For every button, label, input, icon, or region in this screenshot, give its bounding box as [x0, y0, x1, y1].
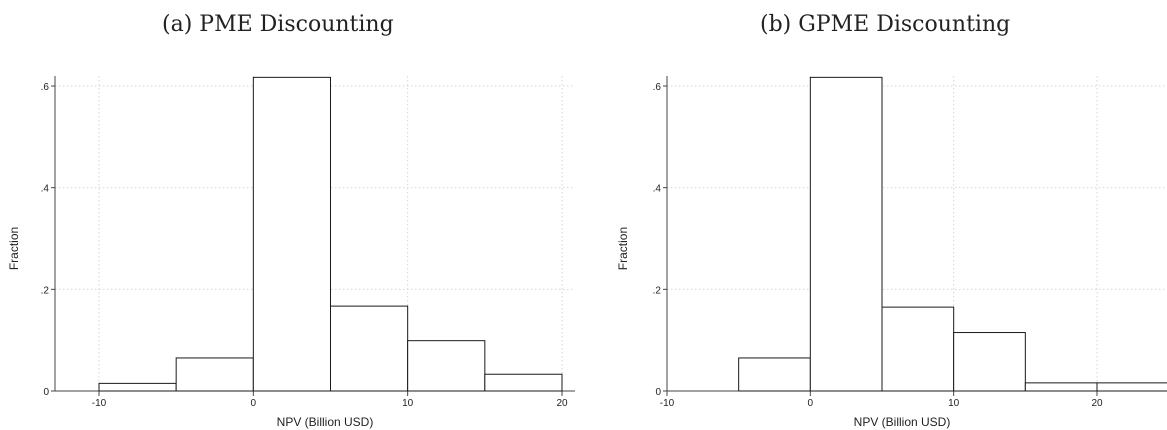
histogram-bar — [953, 332, 1026, 392]
x-tick-label: 10 — [948, 398, 960, 409]
chart-b-title: (b) GPME Discounting — [760, 12, 1011, 37]
histogram-bar — [881, 306, 955, 392]
x-tick-label: -10 — [92, 398, 107, 409]
x-axis-label: NPV (Billion USD) — [854, 415, 951, 429]
y-tick-label: .2 — [41, 285, 50, 296]
chart-a-title: (a) PME Discounting — [162, 12, 394, 37]
histogram-bar — [484, 373, 563, 392]
histogram-bar — [738, 357, 811, 392]
x-axis-label: NPV (Billion USD) — [277, 415, 374, 429]
y-tick-label: .2 — [653, 285, 662, 296]
x-tick-label: 0 — [251, 398, 257, 409]
histogram-bar — [1024, 382, 1098, 392]
y-tick-label: .4 — [41, 184, 50, 195]
y-tick-label: .6 — [41, 82, 50, 93]
chart-panel-a: 0 .2 .4 .6 -10 0 10 20 NPV (Billion USD) Fraction — [7, 76, 575, 429]
histogram-bar — [252, 76, 331, 392]
x-tick-label: -10 — [660, 398, 675, 409]
y-tick-label: .6 — [653, 82, 662, 93]
histogram-bar — [98, 382, 177, 392]
x-tick-label: 20 — [1091, 398, 1103, 409]
x-tick-label: 10 — [402, 398, 414, 409]
histogram-bar — [407, 340, 486, 392]
histogram-bar — [809, 76, 883, 392]
x-tick-label: 0 — [808, 398, 814, 409]
y-tick-label: 0 — [655, 387, 661, 398]
y-tick-label: 0 — [43, 387, 49, 398]
x-tick-label: 20 — [556, 398, 568, 409]
y-axis-label: Fraction — [616, 227, 630, 270]
histogram-bar — [175, 357, 254, 392]
histogram-bar — [1096, 382, 1167, 392]
y-tick-label: .4 — [653, 184, 662, 195]
histogram-bar — [330, 305, 409, 392]
y-axis-label: Fraction — [7, 227, 21, 270]
